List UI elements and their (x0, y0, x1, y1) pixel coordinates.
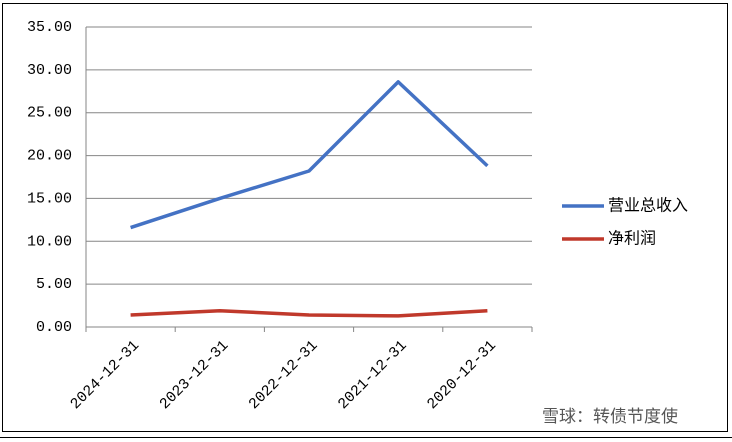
legend-label: 营业总收入 (608, 196, 688, 215)
y-tick-label: 20.00 (27, 148, 72, 165)
y-tick-label: 10.00 (27, 233, 72, 250)
y-tick-label: 15.00 (27, 190, 72, 207)
series-line (130, 80, 489, 230)
y-tick-label: 0.00 (36, 319, 72, 336)
y-tick-label: 5.00 (36, 276, 72, 293)
watermark: 雪球：转债节度使 (542, 406, 678, 427)
y-tick-label: 35.00 (27, 19, 72, 36)
series-line (130, 308, 488, 318)
chart-border (2, 3, 728, 432)
y-tick-label: 30.00 (27, 62, 72, 79)
y-tick-label: 25.00 (27, 105, 72, 122)
legend-label: 净利润 (608, 229, 656, 248)
